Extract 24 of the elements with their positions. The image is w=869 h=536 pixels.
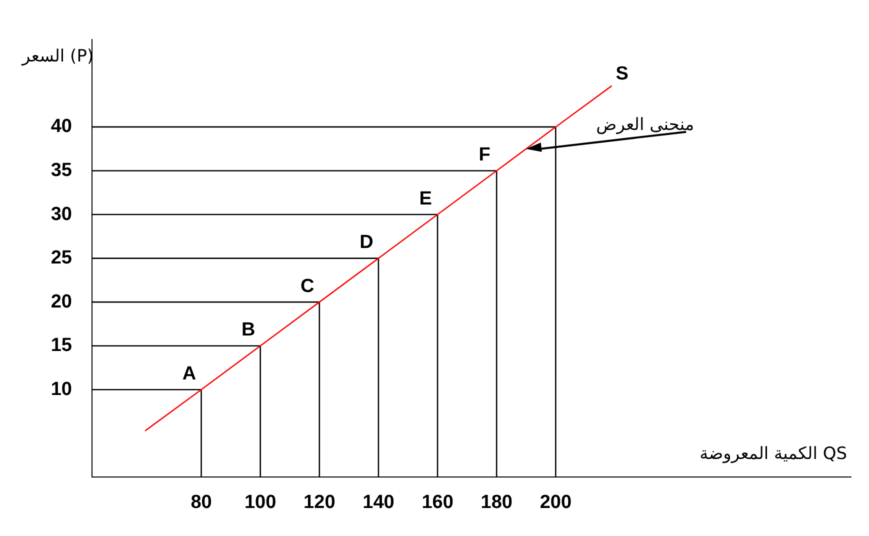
y-tick-label: 30	[50, 204, 72, 225]
y-tick-label: 10	[50, 378, 72, 400]
annotation: A	[182, 363, 196, 384]
x-axis-title: الكمية المعروضة QS	[700, 444, 847, 464]
y-tick-label: 25	[50, 248, 72, 269]
x-tick-label: 120	[304, 492, 336, 513]
y-tick-label: 15	[50, 335, 72, 356]
x-tick-label: 100	[244, 492, 276, 513]
annotation: F	[478, 144, 490, 166]
annotation: C	[300, 276, 315, 297]
y-tick-label: 35	[50, 160, 72, 181]
series-label: S	[616, 64, 628, 85]
annotation: B	[241, 320, 256, 341]
y-axis-title: السعر (P)	[21, 46, 94, 66]
x-tick-label: 180	[480, 492, 512, 513]
annotation: D	[360, 232, 374, 254]
x-tick-label: 140	[362, 492, 394, 513]
y-tick-label: 20	[50, 291, 72, 312]
annotation: E	[419, 188, 432, 210]
annotation: منحنى العرض	[596, 114, 694, 135]
x-tick-label: 200	[540, 492, 572, 513]
y-tick-label: 40	[50, 116, 72, 138]
x-tick-label: 80	[190, 492, 212, 513]
x-tick-label: 160	[422, 492, 454, 513]
